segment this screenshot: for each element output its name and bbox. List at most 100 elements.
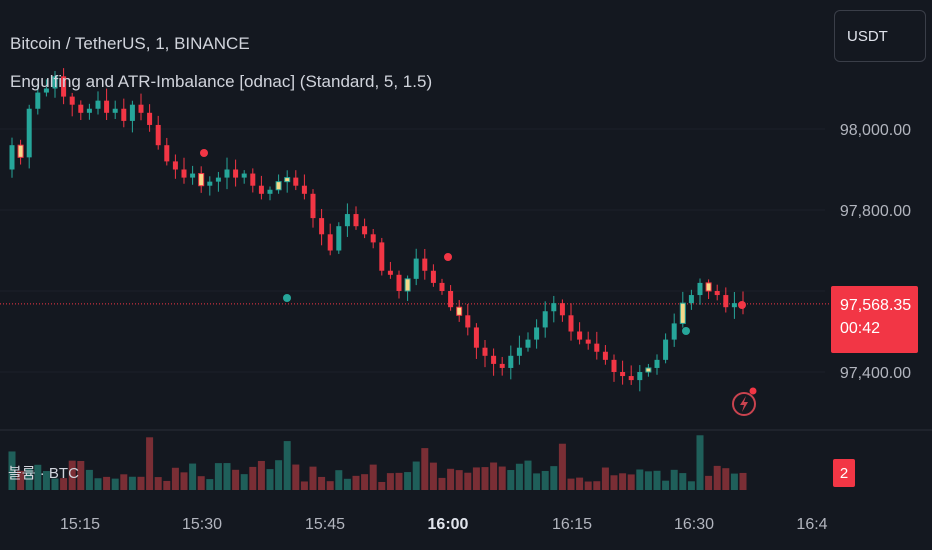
volume-bar (163, 480, 171, 490)
volume-bar (128, 476, 136, 490)
volume-bar (739, 472, 747, 490)
indicator-title[interactable]: Engulfing and ATR-Imbalance [odnac] (Sta… (10, 72, 433, 91)
bar-countdown: 00:42 (840, 320, 881, 337)
last-price-value: 97,568.35 (840, 297, 912, 314)
candle-body (181, 169, 187, 178)
volume-bar (662, 480, 670, 490)
candle-body (439, 282, 445, 291)
candle-body (207, 181, 213, 186)
candles (9, 68, 746, 392)
candle-body (534, 327, 540, 340)
volume-bar (180, 472, 188, 490)
volume-bar (34, 464, 42, 490)
candle-body (679, 302, 686, 324)
volume-bar (8, 451, 16, 490)
candle-body (577, 331, 583, 340)
volume-bar (567, 478, 575, 490)
candle-body (465, 315, 471, 328)
volume-bar (318, 476, 326, 490)
volume-bar (550, 466, 558, 490)
candle-body (336, 226, 342, 251)
volume-bar (146, 437, 154, 490)
volume-bar (171, 467, 179, 490)
candle-body (516, 347, 522, 356)
volume-bar (515, 463, 523, 490)
candle-body (611, 359, 617, 372)
volume-bar (524, 460, 532, 490)
candle-body (293, 177, 299, 186)
volume-bar (481, 467, 489, 490)
last-price-tag: 97,568.35 00:42 (831, 286, 918, 353)
candle-body (362, 226, 368, 235)
x-axis: 15:15 15:30 15:45 16:00 16:15 16:30 16:4 (60, 516, 828, 533)
candle-body (585, 339, 591, 344)
candle-body (215, 177, 221, 182)
volume-bar (722, 468, 730, 490)
candle-body (241, 173, 247, 178)
volume-bar (421, 448, 429, 490)
flash-alert-button[interactable] (730, 384, 762, 422)
candle-body (155, 124, 161, 146)
candle-body (275, 181, 282, 191)
candle-body (594, 343, 600, 352)
volume-bar (653, 470, 661, 490)
candle-body (129, 104, 135, 121)
candle-body (413, 258, 419, 279)
candle-body (301, 185, 307, 194)
candle-body (688, 295, 694, 304)
candle-body (164, 145, 170, 162)
volume-bar (352, 475, 360, 490)
volume-bar (601, 467, 609, 490)
volume-bar (395, 472, 403, 490)
candle-body (620, 372, 626, 377)
volume-bar (42, 471, 50, 490)
volume-bar (197, 476, 205, 490)
y-tick-label: 97,400.00 (840, 365, 911, 382)
volume-bar (438, 477, 446, 490)
volume-bar (275, 460, 283, 490)
volume-bar (636, 469, 644, 490)
volume-bar (472, 467, 480, 490)
volume-bar (25, 469, 33, 490)
signal-dot (682, 327, 690, 335)
grid (0, 128, 825, 373)
candle-body (258, 185, 264, 194)
candle-body (602, 351, 608, 360)
candle-body (448, 291, 454, 308)
currency-button[interactable]: USDT (834, 10, 926, 62)
candle-body (731, 303, 737, 308)
candle-body (327, 234, 333, 251)
candle-body (705, 282, 712, 292)
candle-body (714, 291, 720, 296)
volume-bar (610, 475, 618, 490)
candle-body (233, 169, 239, 178)
volume-bar (103, 476, 111, 490)
candle-body (147, 112, 153, 125)
symbol-title: Bitcoin / TetherUS, 1, BINANCE (10, 34, 250, 53)
y-tick-label: 97,800.00 (840, 203, 911, 220)
candle-body (491, 355, 497, 364)
volume-bar (292, 464, 300, 490)
volume-bar (670, 469, 678, 490)
volume-bar (266, 469, 274, 490)
volume-bar (68, 460, 76, 490)
candle-body (430, 270, 436, 283)
candle-body (663, 339, 669, 360)
candle-body (267, 189, 273, 194)
candle-body (344, 214, 350, 227)
candle-body (104, 100, 110, 113)
x-tick-label: 15:15 (60, 516, 100, 533)
volume-label[interactable]: 볼륨 · BTC (8, 465, 79, 482)
volume-bar (249, 466, 257, 490)
candle-body (138, 104, 144, 113)
candle-body (250, 173, 256, 186)
signal-dot (738, 301, 746, 309)
volume-bar (60, 478, 68, 490)
candle-body (482, 347, 488, 356)
candle-body (61, 76, 67, 97)
candle-body (559, 303, 565, 316)
candle-body (396, 274, 402, 291)
candle-body (654, 359, 660, 368)
volume-bar (576, 477, 584, 490)
